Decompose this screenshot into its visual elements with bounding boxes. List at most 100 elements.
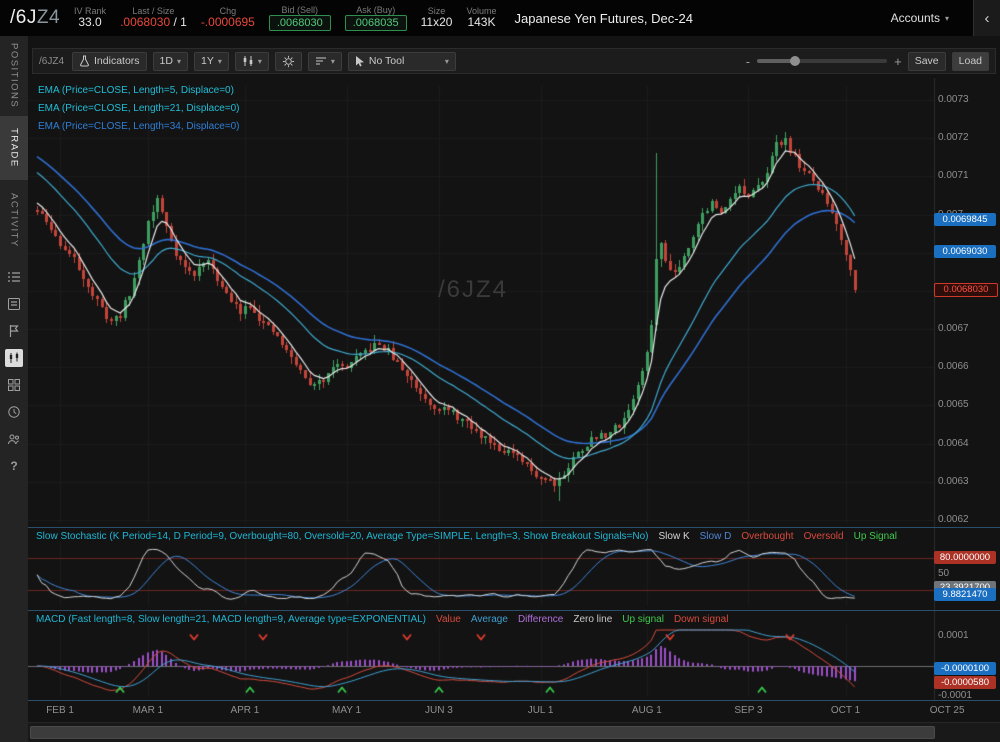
stochastic-mid-tick: 50: [938, 568, 950, 579]
chart-workspace: /6JZ4 Indicators 1D ▾ 1Y ▾ ▾ ▾: [28, 36, 1000, 742]
macd-title[interactable]: MACD (Fast length=8, Slow length=21, MAC…: [36, 614, 427, 625]
zoom-slider-fill: [757, 59, 796, 63]
iv-rank-field: IV Rank 33.0: [74, 6, 106, 30]
instrument-title: Japanese Yen Futures, Dec-24: [514, 10, 693, 26]
stochastic-legend-slow-k: Slow K: [658, 531, 690, 542]
help-icon[interactable]: ?: [10, 459, 18, 473]
range-dropdown[interactable]: 1Y ▾: [194, 51, 229, 71]
symbol-watermark: /6JZ4: [438, 276, 509, 303]
size-label: Size: [427, 5, 446, 16]
symbol-display[interactable]: /6JZ4: [10, 7, 60, 29]
overbought-axis-bubble: 80.0000000: [934, 551, 996, 565]
toolbar-symbol-label: /6JZ4: [39, 55, 65, 67]
stochastic-panel: Slow Stochastic (K Period=14, D Period=9…: [28, 528, 1000, 610]
flag-icon[interactable]: [5, 322, 23, 340]
chg-field: Chg -.0000695: [201, 6, 255, 30]
price-axis-tick: 0.0073: [938, 94, 969, 105]
stochastic-legend-overbought: Overbought: [741, 531, 794, 542]
iv-rank-label: IV Rank: [74, 5, 107, 16]
zoom-slider[interactable]: [757, 56, 888, 66]
zoom-out-button[interactable]: -: [745, 53, 751, 69]
time-axis-label: AUG 1: [631, 705, 662, 716]
chg-label: Chg: [219, 5, 237, 16]
ask-label: Ask (Buy): [356, 4, 396, 15]
stochastic-title[interactable]: Slow Stochastic (K Period=14, D Period=9…: [36, 531, 649, 542]
ema-34-legend[interactable]: EMA (Price=CLOSE, Length=34, Displace=0): [38, 121, 240, 132]
macd-canvas[interactable]: [28, 611, 1000, 700]
time-axis-label: OCT 25: [929, 705, 965, 716]
accounts-dropdown[interactable]: Accounts ▾: [881, 11, 959, 25]
ema-legend: EMA (Price=CLOSE, Length=5, Displace=0) …: [38, 82, 240, 136]
price-axis-tick: 0.0067: [938, 323, 969, 335]
macd-value-axis-bubble: -0.0000580: [934, 676, 996, 690]
macd-legend-down-signal: Down signal: [673, 614, 729, 625]
chevron-down-icon: ▾: [444, 56, 449, 66]
scrollbar-thumb[interactable]: [30, 726, 935, 739]
macd-legend-average: Average: [470, 614, 508, 625]
macd-axis-tick-top: 0.0001: [938, 630, 969, 641]
volume-value: 143K: [467, 15, 496, 30]
panel-divider: [28, 700, 1000, 701]
tab-activity[interactable]: ACTIVITY: [8, 192, 20, 248]
ema-5-legend[interactable]: EMA (Price=CLOSE, Length=5, Displace=0): [38, 85, 234, 96]
slow-d-axis-bubble: 9.8821470: [934, 587, 996, 601]
watchlist-icon[interactable]: [5, 268, 23, 286]
price-axis-tick: 0.0065: [938, 399, 969, 411]
tab-positions[interactable]: POSITIONS: [8, 43, 20, 109]
macd-legend-zero-line: Zero line: [573, 614, 613, 625]
zoom-control: - +: [746, 54, 902, 69]
stochastic-legend-oversold: Oversold: [803, 531, 844, 542]
journal-icon[interactable]: [5, 295, 23, 313]
stochastic-legend-slow-d: Slow D: [699, 531, 732, 542]
quote-header: /6JZ4 IV Rank 33.0 Last / Size .0068030 …: [0, 0, 1000, 36]
chart-toolbar: /6JZ4 Indicators 1D ▾ 1Y ▾ ▾ ▾: [32, 48, 996, 74]
cursor-icon: [355, 56, 364, 67]
grid-icon[interactable]: [5, 376, 23, 394]
price-axis-tick: 0.0071: [938, 170, 969, 182]
time-axis-label: OCT 1: [830, 705, 861, 716]
bid-label: Bid (Sell): [281, 4, 319, 15]
time-axis-label: FEB 1: [46, 705, 74, 716]
volume-label: Volume: [466, 5, 497, 16]
last-size-field: Last / Size .0068030 / 1: [120, 6, 187, 30]
macd-axis-tick-bottom: -0.0001: [938, 690, 972, 701]
symbol-root: /6J: [10, 7, 37, 28]
chart-type-dropdown[interactable]: ▾: [234, 51, 269, 71]
time-axis-label: MAR 1: [132, 705, 164, 716]
chart-settings-button[interactable]: [274, 51, 302, 71]
chart-icon[interactable]: [5, 349, 23, 367]
size-value: 11x20: [420, 15, 453, 30]
stochastic-canvas[interactable]: [28, 528, 1000, 610]
indicators-button[interactable]: Indicators: [72, 51, 147, 71]
chevron-down-icon: ▾: [217, 56, 222, 66]
ask-value-button[interactable]: .0068035: [344, 14, 407, 32]
timeframe-dropdown[interactable]: 1D ▾: [152, 51, 188, 71]
zoom-slider-thumb[interactable]: [790, 56, 801, 66]
save-button[interactable]: Save: [907, 51, 946, 71]
history-clock-icon[interactable]: [5, 403, 23, 421]
chart-style-dropdown[interactable]: ▾: [307, 51, 342, 71]
rail-icon-column: ?: [0, 268, 28, 475]
candlestick-icon: [243, 56, 253, 66]
horizontal-scrollbar[interactable]: [28, 722, 1000, 742]
load-button[interactable]: Load: [951, 51, 989, 71]
layers-icon: [315, 57, 326, 65]
zoom-in-button[interactable]: +: [894, 53, 902, 69]
drawing-tool-dropdown[interactable]: No Tool ▾: [347, 51, 456, 71]
time-axis: FEB 1 MAR 1 APR 1 MAY 1 JUN 3 JUL 1 AUG 1 SEP 3…: [28, 701, 1000, 722]
panel-divider: [28, 610, 1000, 611]
bid-value-button[interactable]: .0068030: [268, 14, 331, 32]
chevron-down-icon: ▾: [944, 13, 949, 23]
time-axis-label: JUL 1: [527, 705, 554, 716]
gear-icon: [282, 55, 294, 67]
collapse-panel-button[interactable]: ‹: [973, 0, 1000, 36]
macd-header: MACD (Fast length=8, Slow length=21, MAC…: [36, 614, 728, 625]
last-size-label: Last / Size: [132, 5, 175, 16]
ema-21-legend[interactable]: EMA (Price=CLOSE, Length=21, Displace=0): [38, 103, 240, 114]
panel-divider: [28, 527, 1000, 528]
time-axis-label: MAY 1: [331, 705, 362, 716]
social-users-icon[interactable]: [5, 430, 23, 448]
price-axis-tick: 0.0063: [938, 475, 969, 487]
price-chart-canvas[interactable]: [28, 78, 1000, 527]
tab-trade[interactable]: TRADE: [0, 116, 28, 180]
